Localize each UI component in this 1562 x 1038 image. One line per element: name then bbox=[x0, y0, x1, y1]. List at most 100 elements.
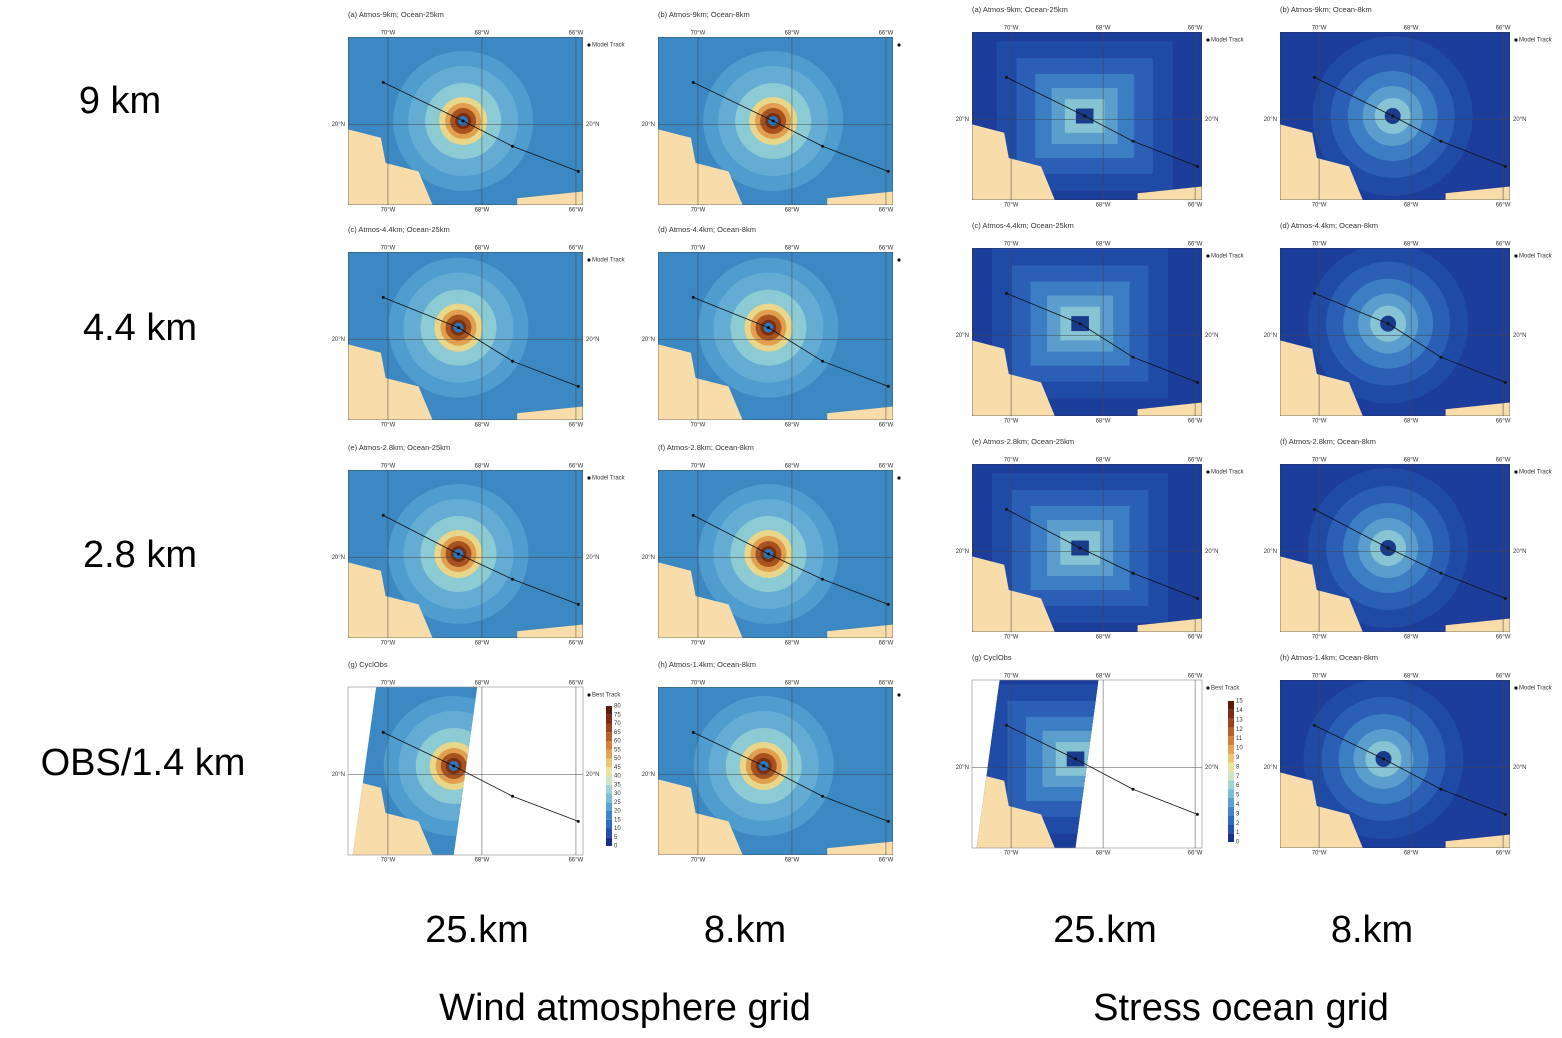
legend-label: Model Track bbox=[1211, 38, 1245, 44]
colorbar-segment bbox=[1228, 807, 1234, 816]
lon-label: 70°W bbox=[381, 31, 396, 37]
track-point bbox=[887, 820, 890, 823]
lon-label: 68°W bbox=[785, 681, 800, 687]
lon-label: 70°W bbox=[1004, 851, 1019, 857]
row-label: 2.8 km bbox=[83, 534, 197, 576]
lat-label: 20°N bbox=[956, 117, 969, 123]
lat-label: 20°N bbox=[1513, 765, 1526, 771]
map bbox=[1280, 464, 1510, 632]
legend-label: Best Track bbox=[592, 693, 621, 699]
track-point bbox=[1132, 788, 1135, 791]
legend-marker bbox=[1206, 686, 1209, 689]
colorbar-tick-label: 9 bbox=[1236, 755, 1240, 761]
track-point bbox=[511, 145, 514, 148]
colorbar-segment bbox=[1228, 824, 1234, 833]
legend-marker bbox=[1514, 686, 1517, 689]
lon-label: 66°W bbox=[1188, 458, 1203, 464]
colorbar-tick-label: 13 bbox=[1236, 717, 1243, 723]
lon-label: 68°W bbox=[1096, 203, 1111, 209]
colorbar-tick-label: 10 bbox=[1236, 746, 1243, 752]
column-label: 25.km bbox=[425, 909, 528, 951]
lon-label: 70°W bbox=[1312, 419, 1327, 425]
colorbar-tick-label: 4 bbox=[1236, 802, 1240, 808]
track-point bbox=[1440, 788, 1443, 791]
lon-label: 66°W bbox=[879, 464, 894, 470]
lon-label: 66°W bbox=[1188, 851, 1203, 857]
lon-label: 68°W bbox=[475, 31, 490, 37]
track-point bbox=[821, 578, 824, 581]
colorbar-segment bbox=[1228, 798, 1234, 807]
lat-label: 20°N bbox=[1205, 549, 1218, 555]
track-point bbox=[452, 764, 455, 767]
lon-label: 70°W bbox=[381, 208, 396, 214]
lon-label: 66°W bbox=[879, 208, 894, 214]
lon-label: 68°W bbox=[1404, 419, 1419, 425]
track-point bbox=[511, 360, 514, 363]
colorbar-segment bbox=[606, 829, 612, 838]
lon-label: 66°W bbox=[1496, 674, 1511, 680]
track-point bbox=[511, 795, 514, 798]
track-point bbox=[1391, 115, 1394, 118]
lon-label: 68°W bbox=[1096, 635, 1111, 641]
lon-label: 70°W bbox=[1004, 635, 1019, 641]
legend-marker bbox=[587, 693, 590, 696]
track-point bbox=[887, 385, 890, 388]
lon-label: 68°W bbox=[785, 423, 800, 429]
map bbox=[972, 32, 1202, 200]
lon-label: 68°W bbox=[1404, 851, 1419, 857]
lon-label: 68°W bbox=[1096, 674, 1111, 680]
track-point bbox=[1313, 508, 1316, 511]
track-point bbox=[1504, 597, 1507, 600]
track-point bbox=[1504, 813, 1507, 816]
colorbar-tick-label: 70 bbox=[614, 721, 621, 727]
colorbar-segment bbox=[606, 732, 612, 741]
lon-label: 70°W bbox=[381, 641, 396, 647]
track-point bbox=[1132, 140, 1135, 143]
lon-label: 70°W bbox=[1004, 458, 1019, 464]
colorbar-segment bbox=[606, 811, 612, 820]
panel-title: (f) Atmos-2.8km; Ocean-8km bbox=[658, 443, 754, 452]
track-point bbox=[382, 731, 385, 734]
lat-label: 20°N bbox=[1513, 117, 1526, 123]
track-point bbox=[767, 553, 770, 556]
lat-label: 20°N bbox=[586, 772, 599, 778]
lon-label: 66°W bbox=[569, 246, 584, 252]
colorbar-tick-label: 45 bbox=[614, 765, 621, 771]
lon-label: 66°W bbox=[1496, 203, 1511, 209]
colorbar-tick-label: 75 bbox=[614, 712, 621, 718]
lon-label: 66°W bbox=[879, 423, 894, 429]
colorbar-segment bbox=[1228, 772, 1234, 781]
lon-label: 70°W bbox=[1312, 851, 1327, 857]
colorbar-segment bbox=[1228, 780, 1234, 789]
track-point bbox=[1440, 572, 1443, 575]
colorbar-segment bbox=[1228, 701, 1234, 710]
lon-label: 70°W bbox=[691, 641, 706, 647]
track-point bbox=[1079, 322, 1082, 325]
lat-label: 20°N bbox=[1205, 117, 1218, 123]
panel-title: (d) Atmos-4.4km; Ocean-8km bbox=[658, 225, 756, 234]
track-point bbox=[1196, 165, 1199, 168]
lon-label: 70°W bbox=[691, 246, 706, 252]
legend-label: Best Track bbox=[1211, 686, 1240, 692]
lon-label: 70°W bbox=[381, 423, 396, 429]
lon-label: 70°W bbox=[691, 681, 706, 687]
colorbar-tick-label: 14 bbox=[1236, 708, 1243, 714]
colorbar-segment bbox=[606, 785, 612, 794]
track-point bbox=[1313, 76, 1316, 79]
legend-label: Model Track bbox=[1519, 38, 1553, 44]
panel-title: (c) Atmos-4.4km; Ocean-25km bbox=[348, 225, 450, 234]
colorbar-tick-label: 3 bbox=[1236, 811, 1240, 817]
legend-label: Model Track bbox=[592, 43, 626, 49]
track-point bbox=[457, 326, 460, 329]
track-point bbox=[1196, 381, 1199, 384]
column-label: 25.km bbox=[1053, 909, 1156, 951]
lat-label: 20°N bbox=[586, 337, 599, 343]
colorbar-segment bbox=[606, 724, 612, 733]
lon-label: 70°W bbox=[381, 681, 396, 687]
lon-label: 70°W bbox=[691, 858, 706, 864]
track-point bbox=[1387, 322, 1390, 325]
legend-marker bbox=[587, 258, 590, 261]
colorbar-segment bbox=[606, 715, 612, 724]
colorbar-segment bbox=[1228, 710, 1234, 719]
track-point bbox=[577, 820, 580, 823]
